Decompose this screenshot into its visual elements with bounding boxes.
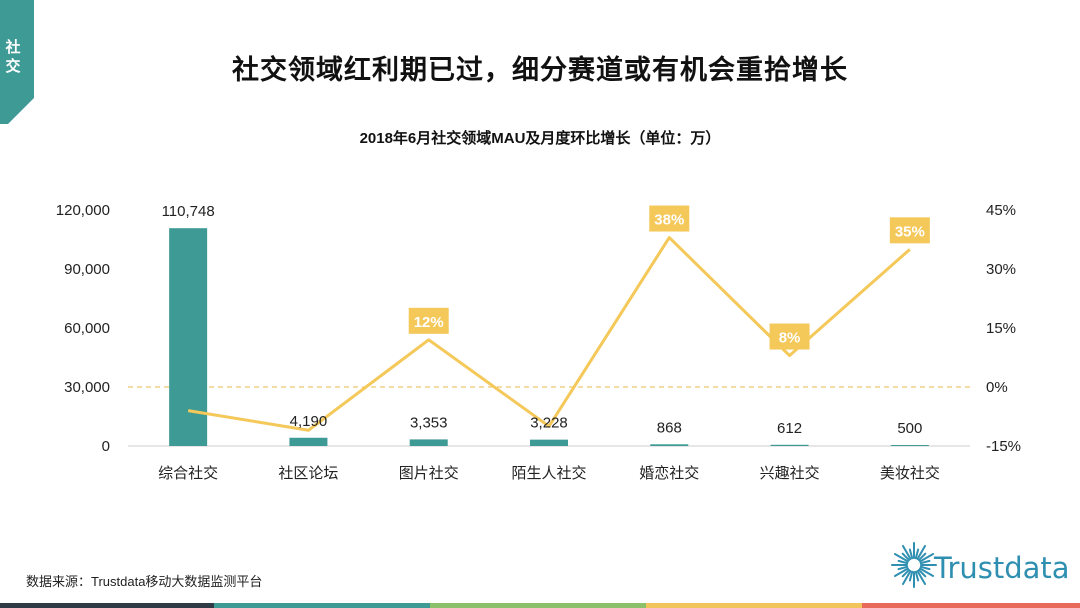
- growth-label: 12%: [414, 314, 444, 331]
- sunburst-ray: [917, 552, 927, 562]
- sunburst-ray: [902, 544, 912, 560]
- y-left-tick-label: 60,000: [64, 320, 110, 337]
- bar-value-label: 3,353: [410, 414, 448, 431]
- sunburst-ray: [917, 568, 927, 578]
- sunburst-ray: [893, 553, 909, 563]
- y-right-tick-label: -15%: [986, 438, 1021, 455]
- sunburst-ray: [893, 567, 909, 577]
- combo-chart: 0 30,000 60,000 90,000 120,000 -15% 0% 15% 30% 45…: [56, 202, 1021, 482]
- y-right-tick-label: 30%: [986, 261, 1016, 278]
- sunburst-ray: [897, 565, 909, 571]
- bar: [409, 439, 448, 446]
- y-right-tick-label: 45%: [986, 202, 1016, 219]
- growth-line: [187, 236, 911, 432]
- source-note: 数据来源：Trustdata移动大数据监测平台: [26, 574, 263, 589]
- y-left-tick-label: 120,000: [56, 202, 110, 219]
- page-title: 社交领域红利期已过，细分赛道或有机会重拾增长: [232, 55, 848, 85]
- footer-color-segment: [646, 603, 862, 608]
- bar-value-label: 110,748: [162, 203, 215, 220]
- footer-color-segment: [0, 603, 214, 608]
- category-label: 美妆社交: [880, 464, 940, 482]
- sunburst-ray: [914, 548, 920, 560]
- category-label: 社区论坛: [278, 465, 338, 482]
- section-tab-label: 社交: [5, 39, 21, 75]
- category-label: 综合社交: [158, 464, 218, 482]
- category-label: 图片社交: [399, 464, 459, 482]
- footer-color-bar: [0, 603, 1080, 608]
- bar: [289, 437, 328, 446]
- growth-label-box: [889, 217, 930, 244]
- bar-value-label: 868: [657, 419, 682, 436]
- section-tab-shape: [0, 0, 34, 124]
- growth-label-box: [408, 307, 449, 334]
- bar-value-label: 4,190: [290, 413, 328, 430]
- footer-color-segment: [862, 603, 1080, 608]
- sunburst-ray: [897, 559, 909, 565]
- bar: [530, 439, 568, 446]
- footer-color-segment: [430, 603, 646, 608]
- sunburst-ray: [908, 548, 914, 560]
- sunburst-ray: [919, 559, 931, 565]
- growth-label: 38%: [654, 212, 684, 229]
- sunburst-ray: [916, 570, 926, 586]
- chart-title: 2018年6月社交领域MAU及月度环比增长（单位：万）: [359, 130, 721, 147]
- footer-color-segment: [214, 603, 430, 608]
- section-tab-polygon: [0, 0, 34, 124]
- logo-text: Trustdata: [934, 551, 1070, 585]
- sunburst-ray: [901, 552, 911, 562]
- sunburst-ray: [908, 570, 914, 582]
- sunburst-ray: [919, 565, 931, 571]
- bar: [890, 445, 929, 446]
- category-label: 婚恋社交: [639, 464, 699, 482]
- trustdata-logo: Trustdata: [890, 536, 1070, 594]
- sunburst-ray: [919, 553, 935, 563]
- sunburst-ray: [902, 570, 912, 586]
- y-left-tick-label: 90,000: [64, 261, 110, 278]
- bar: [169, 228, 208, 446]
- category-label: 兴趣社交: [760, 464, 820, 482]
- bar-value-label: 612: [777, 420, 802, 437]
- sunburst-ray: [901, 568, 911, 578]
- y-left-tick-label: 30,000: [64, 379, 110, 396]
- bar: [650, 444, 689, 446]
- sunburst-ray: [919, 567, 935, 577]
- sunburst-icon: [891, 542, 937, 588]
- section-tab: 社交: [0, 0, 34, 124]
- category-label: 陌生人社交: [511, 464, 586, 482]
- bar-value-label: 3,228: [530, 415, 568, 432]
- growth-label: 35%: [895, 223, 925, 240]
- growth-label-box: [769, 323, 810, 350]
- growth-label-box: [649, 205, 690, 232]
- bar-value-label: 500: [897, 420, 922, 437]
- y-right-tick-label: 0%: [986, 379, 1008, 396]
- y-right-tick-label: 15%: [986, 320, 1016, 337]
- sunburst-ray: [914, 570, 920, 582]
- bar: [770, 444, 809, 446]
- y-left-tick-label: 0: [102, 438, 110, 455]
- growth-label: 8%: [779, 330, 801, 347]
- sunburst-ray: [916, 544, 926, 560]
